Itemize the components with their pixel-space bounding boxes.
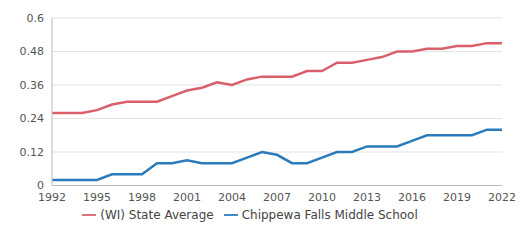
svg-text:2013: 2013 <box>353 191 381 204</box>
html-text:(WI) State Average: (WI) State Average <box>100 207 214 222</box>
svg-text:0: 0 <box>37 179 44 192</box>
svg-text:2007: 2007 <box>263 191 291 204</box>
svg-text:2019: 2019 <box>443 191 471 204</box>
svg-text:0.24: 0.24 <box>20 112 45 125</box>
svg-text:0.48: 0.48 <box>20 45 45 58</box>
svg-text:2016: 2016 <box>398 191 426 204</box>
svg-text:0.36: 0.36 <box>20 79 45 92</box>
svg-text:0.6: 0.6 <box>27 12 45 25</box>
svg-text:1992: 1992 <box>38 191 66 204</box>
html-text:Chippewa Falls Middle School: Chippewa Falls Middle School <box>241 207 418 222</box>
svg-text:2022: 2022 <box>488 191 516 204</box>
svg-text:2001: 2001 <box>173 191 201 204</box>
svg-text:2010: 2010 <box>308 191 336 204</box>
svg-text:1995: 1995 <box>83 191 111 204</box>
svg-text:0.12: 0.12 <box>20 146 45 159</box>
svg-text:1998: 1998 <box>128 191 156 204</box>
svg-text:2004: 2004 <box>218 191 246 204</box>
